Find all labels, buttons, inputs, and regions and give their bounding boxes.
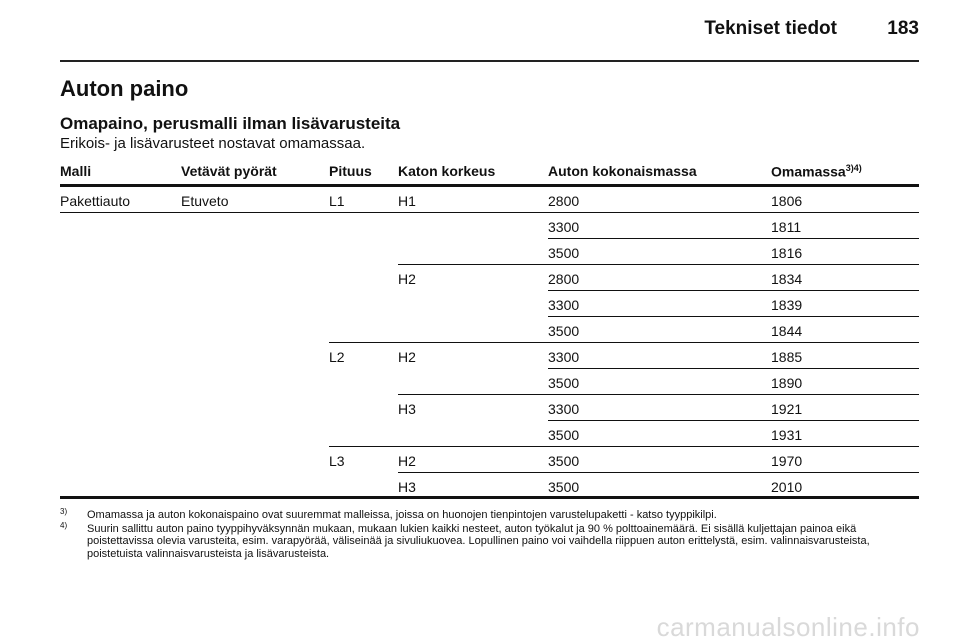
cell-katon-korkeus: H3 — [398, 401, 416, 417]
table-row: 3300 1811 — [60, 213, 919, 239]
cell-omamassa: 2010 — [771, 479, 803, 495]
cell-omamassa: 1806 — [771, 193, 803, 209]
section-note: Erikois- ja lisävarusteet nostavat omama… — [60, 135, 366, 152]
cell-pituus: L1 — [329, 193, 345, 209]
cell-omamassa: 1885 — [771, 349, 803, 365]
footnote: 4) Suurin sallittu auton paino tyyppihyv… — [60, 520, 920, 561]
cell-kokonaismassa: 3300 — [548, 297, 580, 313]
cell-malli: Pakettiauto — [60, 193, 131, 209]
cell-katon-korkeus: H1 — [398, 193, 416, 209]
header-divider — [60, 60, 919, 62]
row-divider — [548, 316, 919, 317]
cell-kokonaismassa: 3300 — [548, 401, 580, 417]
cell-kokonaismassa: 2800 — [548, 271, 580, 287]
column-header-katon-korkeus: Katon korkeus — [398, 163, 496, 179]
footnote-mark: 4) — [60, 520, 68, 530]
row-divider — [329, 446, 919, 447]
cell-katon-korkeus: H2 — [398, 271, 416, 287]
cell-katon-korkeus: H2 — [398, 349, 416, 365]
cell-omamassa: 1834 — [771, 271, 803, 287]
table-row: 3500 1890 — [60, 369, 919, 395]
table-body: Pakettiauto Etuveto L1 H1 2800 1806 3300 1811 35… — [60, 187, 919, 499]
page-number: 183 — [887, 18, 919, 39]
table-row: L2 H2 3300 1885 — [60, 343, 919, 369]
table-row: 3300 1839 — [60, 291, 919, 317]
footnote-text: Suurin sallittu auton paino tyyppihyväks… — [87, 522, 870, 560]
cell-omamassa: 1890 — [771, 375, 803, 391]
cell-katon-korkeus: H3 — [398, 479, 416, 495]
weight-table: Malli Vetävät pyörät Pituus Katon korkeu… — [60, 160, 919, 499]
footnote-mark: 3) — [60, 507, 68, 516]
column-header-vetavat-pyorat: Vetävät pyörät — [181, 163, 277, 179]
cell-omamassa: 1811 — [771, 219, 802, 235]
row-divider — [60, 212, 919, 213]
cell-kokonaismassa: 3500 — [548, 375, 580, 391]
cell-omamassa: 1839 — [771, 297, 803, 313]
header-title: Tekniset tiedot — [704, 18, 837, 39]
cell-kokonaismassa: 3500 — [548, 427, 580, 443]
cell-omamassa: 1921 — [771, 401, 803, 417]
watermark: carmanualsonline.info — [656, 612, 920, 642]
table-row: H2 2800 1834 — [60, 265, 919, 291]
row-divider — [548, 368, 919, 369]
row-divider — [398, 472, 919, 473]
cell-omamassa: 1816 — [771, 245, 803, 261]
row-divider — [60, 496, 919, 499]
cell-pituus: L2 — [329, 349, 345, 365]
cell-pituus: L3 — [329, 453, 345, 469]
cell-kokonaismassa: 3300 — [548, 349, 580, 365]
table-header: Malli Vetävät pyörät Pituus Katon korkeu… — [60, 160, 919, 187]
table-row: L3 H2 3500 1970 — [60, 447, 919, 473]
page-header: Tekniset tiedot 183 — [60, 14, 919, 50]
table-row: H3 3500 2010 — [60, 473, 919, 499]
table-row: H3 3300 1921 — [60, 395, 919, 421]
table-row: 3500 1844 — [60, 317, 919, 343]
table-row: 3500 1931 — [60, 421, 919, 447]
cell-kokonaismassa: 3500 — [548, 323, 580, 339]
row-divider — [548, 420, 919, 421]
cell-kokonaismassa: 3500 — [548, 479, 580, 495]
section-subtitle: Omapaino, perusmalli ilman lisävarusteit… — [60, 114, 401, 133]
column-header-pituus: Pituus — [329, 163, 372, 179]
column-header-omamassa: Omamassa3)4) — [771, 163, 862, 180]
footnote-reference: 3)4) — [845, 163, 862, 173]
cell-omamassa: 1931 — [771, 427, 803, 443]
cell-kokonaismassa: 3300 — [548, 219, 580, 235]
row-divider — [329, 342, 919, 343]
row-divider — [548, 290, 919, 291]
cell-omamassa: 1970 — [771, 453, 803, 469]
footnote-text: Omamassa ja auton kokonaispaino ovat suu… — [87, 509, 717, 521]
table-row: 3500 1816 — [60, 239, 919, 265]
table-row: Pakettiauto Etuveto L1 H1 2800 1806 — [60, 187, 919, 213]
cell-katon-korkeus: H2 — [398, 453, 416, 469]
row-divider — [548, 238, 919, 239]
row-divider — [398, 394, 919, 395]
column-header-malli: Malli — [60, 163, 92, 179]
cell-kokonaismassa: 2800 — [548, 193, 580, 209]
footnote: 3) Omamassa ja auton kokonaispaino ovat … — [60, 507, 920, 522]
omamassa-label: Omamassa — [771, 163, 846, 180]
cell-omamassa: 1844 — [771, 323, 803, 339]
cell-vetavat-pyorat: Etuveto — [181, 193, 229, 209]
cell-kokonaismassa: 3500 — [548, 453, 580, 469]
row-divider — [398, 264, 919, 265]
cell-kokonaismassa: 3500 — [548, 245, 580, 261]
footnotes: 3) Omamassa ja auton kokonaispaino ovat … — [60, 507, 920, 561]
column-header-kokonaismassa: Auton kokonaismassa — [548, 163, 697, 179]
section-title: Auton paino — [60, 76, 189, 101]
